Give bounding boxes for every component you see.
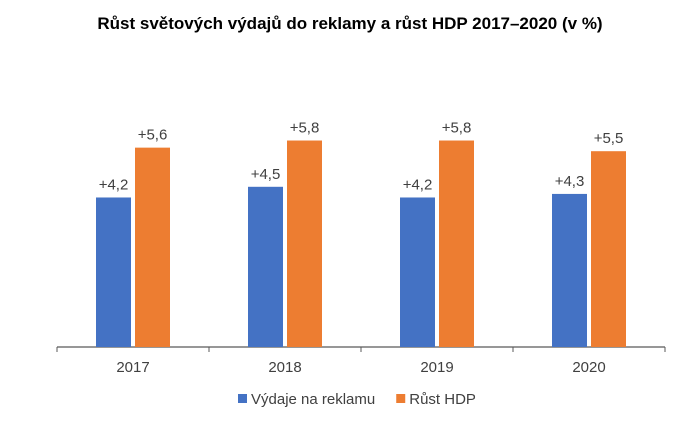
data-label: +5,8 (442, 120, 472, 137)
bar-vydaje (248, 186, 283, 347)
x-tick-label: 2019 (420, 359, 453, 376)
chart-title: Růst světových výdajů do reklamy a růst … (97, 14, 603, 33)
x-tick-label: 2017 (116, 359, 149, 376)
legend-label: Růst HDP (409, 391, 476, 408)
bar-vydaje (400, 197, 435, 347)
data-label: +5,8 (290, 120, 320, 137)
bar-vydaje (552, 193, 587, 347)
data-label: +5,5 (594, 130, 624, 147)
data-label: +4,2 (403, 176, 433, 193)
data-label: +4,2 (99, 176, 129, 193)
x-tick-label: 2018 (268, 359, 301, 376)
bar-hdp (287, 140, 322, 347)
data-label: +4,5 (251, 166, 281, 183)
bar-hdp (439, 140, 474, 347)
bar-hdp (591, 151, 626, 347)
legend-label: Výdaje na reklamu (251, 391, 375, 408)
data-label: +5,6 (138, 127, 168, 144)
data-label: +4,3 (555, 173, 585, 190)
bar-hdp (135, 147, 170, 347)
legend-swatch (238, 394, 247, 403)
legend-swatch (396, 394, 406, 403)
x-tick-label: 2020 (572, 359, 605, 376)
bar-vydaje (96, 197, 131, 347)
